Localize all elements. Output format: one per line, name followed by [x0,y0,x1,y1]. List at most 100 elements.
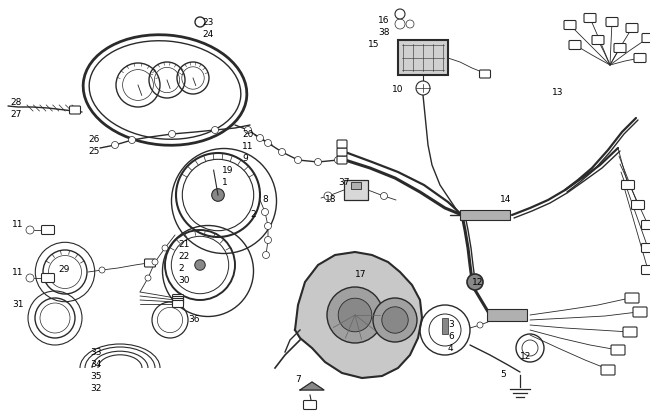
FancyBboxPatch shape [144,259,155,267]
Circle shape [129,136,135,144]
Text: 3: 3 [448,320,454,329]
Circle shape [145,275,151,281]
Bar [351,182,361,189]
Bar [487,309,527,321]
FancyBboxPatch shape [642,220,650,229]
FancyBboxPatch shape [642,265,650,275]
Circle shape [265,139,272,147]
Text: 30: 30 [178,276,190,285]
Text: 2: 2 [250,210,255,219]
FancyBboxPatch shape [304,401,317,410]
FancyBboxPatch shape [642,244,650,252]
Text: 11: 11 [242,142,254,151]
Polygon shape [295,252,422,378]
Text: 2: 2 [178,264,183,273]
Text: 38: 38 [378,28,389,37]
Text: 23: 23 [202,18,213,27]
Text: 6: 6 [448,332,454,341]
FancyBboxPatch shape [642,34,650,42]
FancyBboxPatch shape [172,299,183,305]
Circle shape [315,158,322,165]
Circle shape [195,260,205,270]
Circle shape [416,81,430,95]
Circle shape [477,322,483,328]
Polygon shape [300,382,324,390]
Circle shape [395,9,405,19]
Text: 9: 9 [242,154,248,163]
Circle shape [265,236,272,244]
FancyBboxPatch shape [42,226,55,234]
Circle shape [294,157,302,163]
FancyBboxPatch shape [337,156,347,164]
Text: 4: 4 [448,344,454,353]
Text: 34: 34 [90,360,101,369]
FancyBboxPatch shape [623,327,637,337]
FancyBboxPatch shape [621,181,634,189]
Circle shape [112,142,118,149]
Text: 11: 11 [12,220,23,229]
Text: 35: 35 [90,372,101,381]
Text: 36: 36 [188,315,200,324]
Circle shape [327,287,383,343]
Text: 37: 37 [338,178,350,187]
Bar [344,180,368,200]
FancyBboxPatch shape [633,307,647,317]
Text: 11: 11 [12,268,23,277]
Text: 7: 7 [295,375,301,384]
Circle shape [467,274,483,290]
Text: 5: 5 [500,370,506,379]
Text: 33: 33 [90,348,101,357]
FancyBboxPatch shape [172,300,183,307]
Text: 12: 12 [520,352,532,361]
FancyBboxPatch shape [601,365,615,375]
Text: 26: 26 [88,135,99,144]
Circle shape [263,252,270,258]
Text: 18: 18 [325,195,337,204]
FancyBboxPatch shape [480,70,491,78]
Circle shape [261,208,268,215]
Text: 14: 14 [500,195,512,204]
Text: 27: 27 [10,110,21,119]
Circle shape [278,149,285,155]
Circle shape [380,192,387,200]
Circle shape [257,134,263,142]
FancyBboxPatch shape [606,18,618,26]
Text: 12: 12 [472,278,484,287]
FancyBboxPatch shape [172,297,183,304]
Text: 15: 15 [368,40,380,49]
FancyBboxPatch shape [614,44,626,52]
FancyBboxPatch shape [564,21,576,29]
Circle shape [406,20,414,28]
Text: 32: 32 [90,384,101,393]
FancyBboxPatch shape [569,40,581,50]
Bar [398,40,448,75]
FancyBboxPatch shape [584,13,596,23]
Circle shape [212,189,224,201]
FancyBboxPatch shape [632,200,645,210]
Text: 31: 31 [12,300,23,309]
FancyBboxPatch shape [337,148,347,156]
Text: 8: 8 [262,195,268,204]
Bar [460,210,510,220]
Circle shape [265,223,272,229]
FancyBboxPatch shape [625,293,639,303]
FancyBboxPatch shape [337,140,347,148]
FancyBboxPatch shape [172,294,183,302]
Circle shape [162,245,168,251]
Text: 29: 29 [58,265,70,274]
Circle shape [395,19,405,29]
FancyBboxPatch shape [626,24,638,32]
Circle shape [324,192,332,200]
Text: 13: 13 [552,88,564,97]
FancyBboxPatch shape [634,53,646,63]
Circle shape [26,226,34,234]
Circle shape [168,131,176,137]
Text: 1: 1 [222,178,227,187]
Text: 10: 10 [392,85,404,94]
Bar [442,318,448,334]
Text: 19: 19 [222,166,233,175]
FancyBboxPatch shape [611,345,625,355]
Circle shape [195,17,205,27]
Circle shape [373,298,417,342]
Text: 17: 17 [355,270,367,279]
